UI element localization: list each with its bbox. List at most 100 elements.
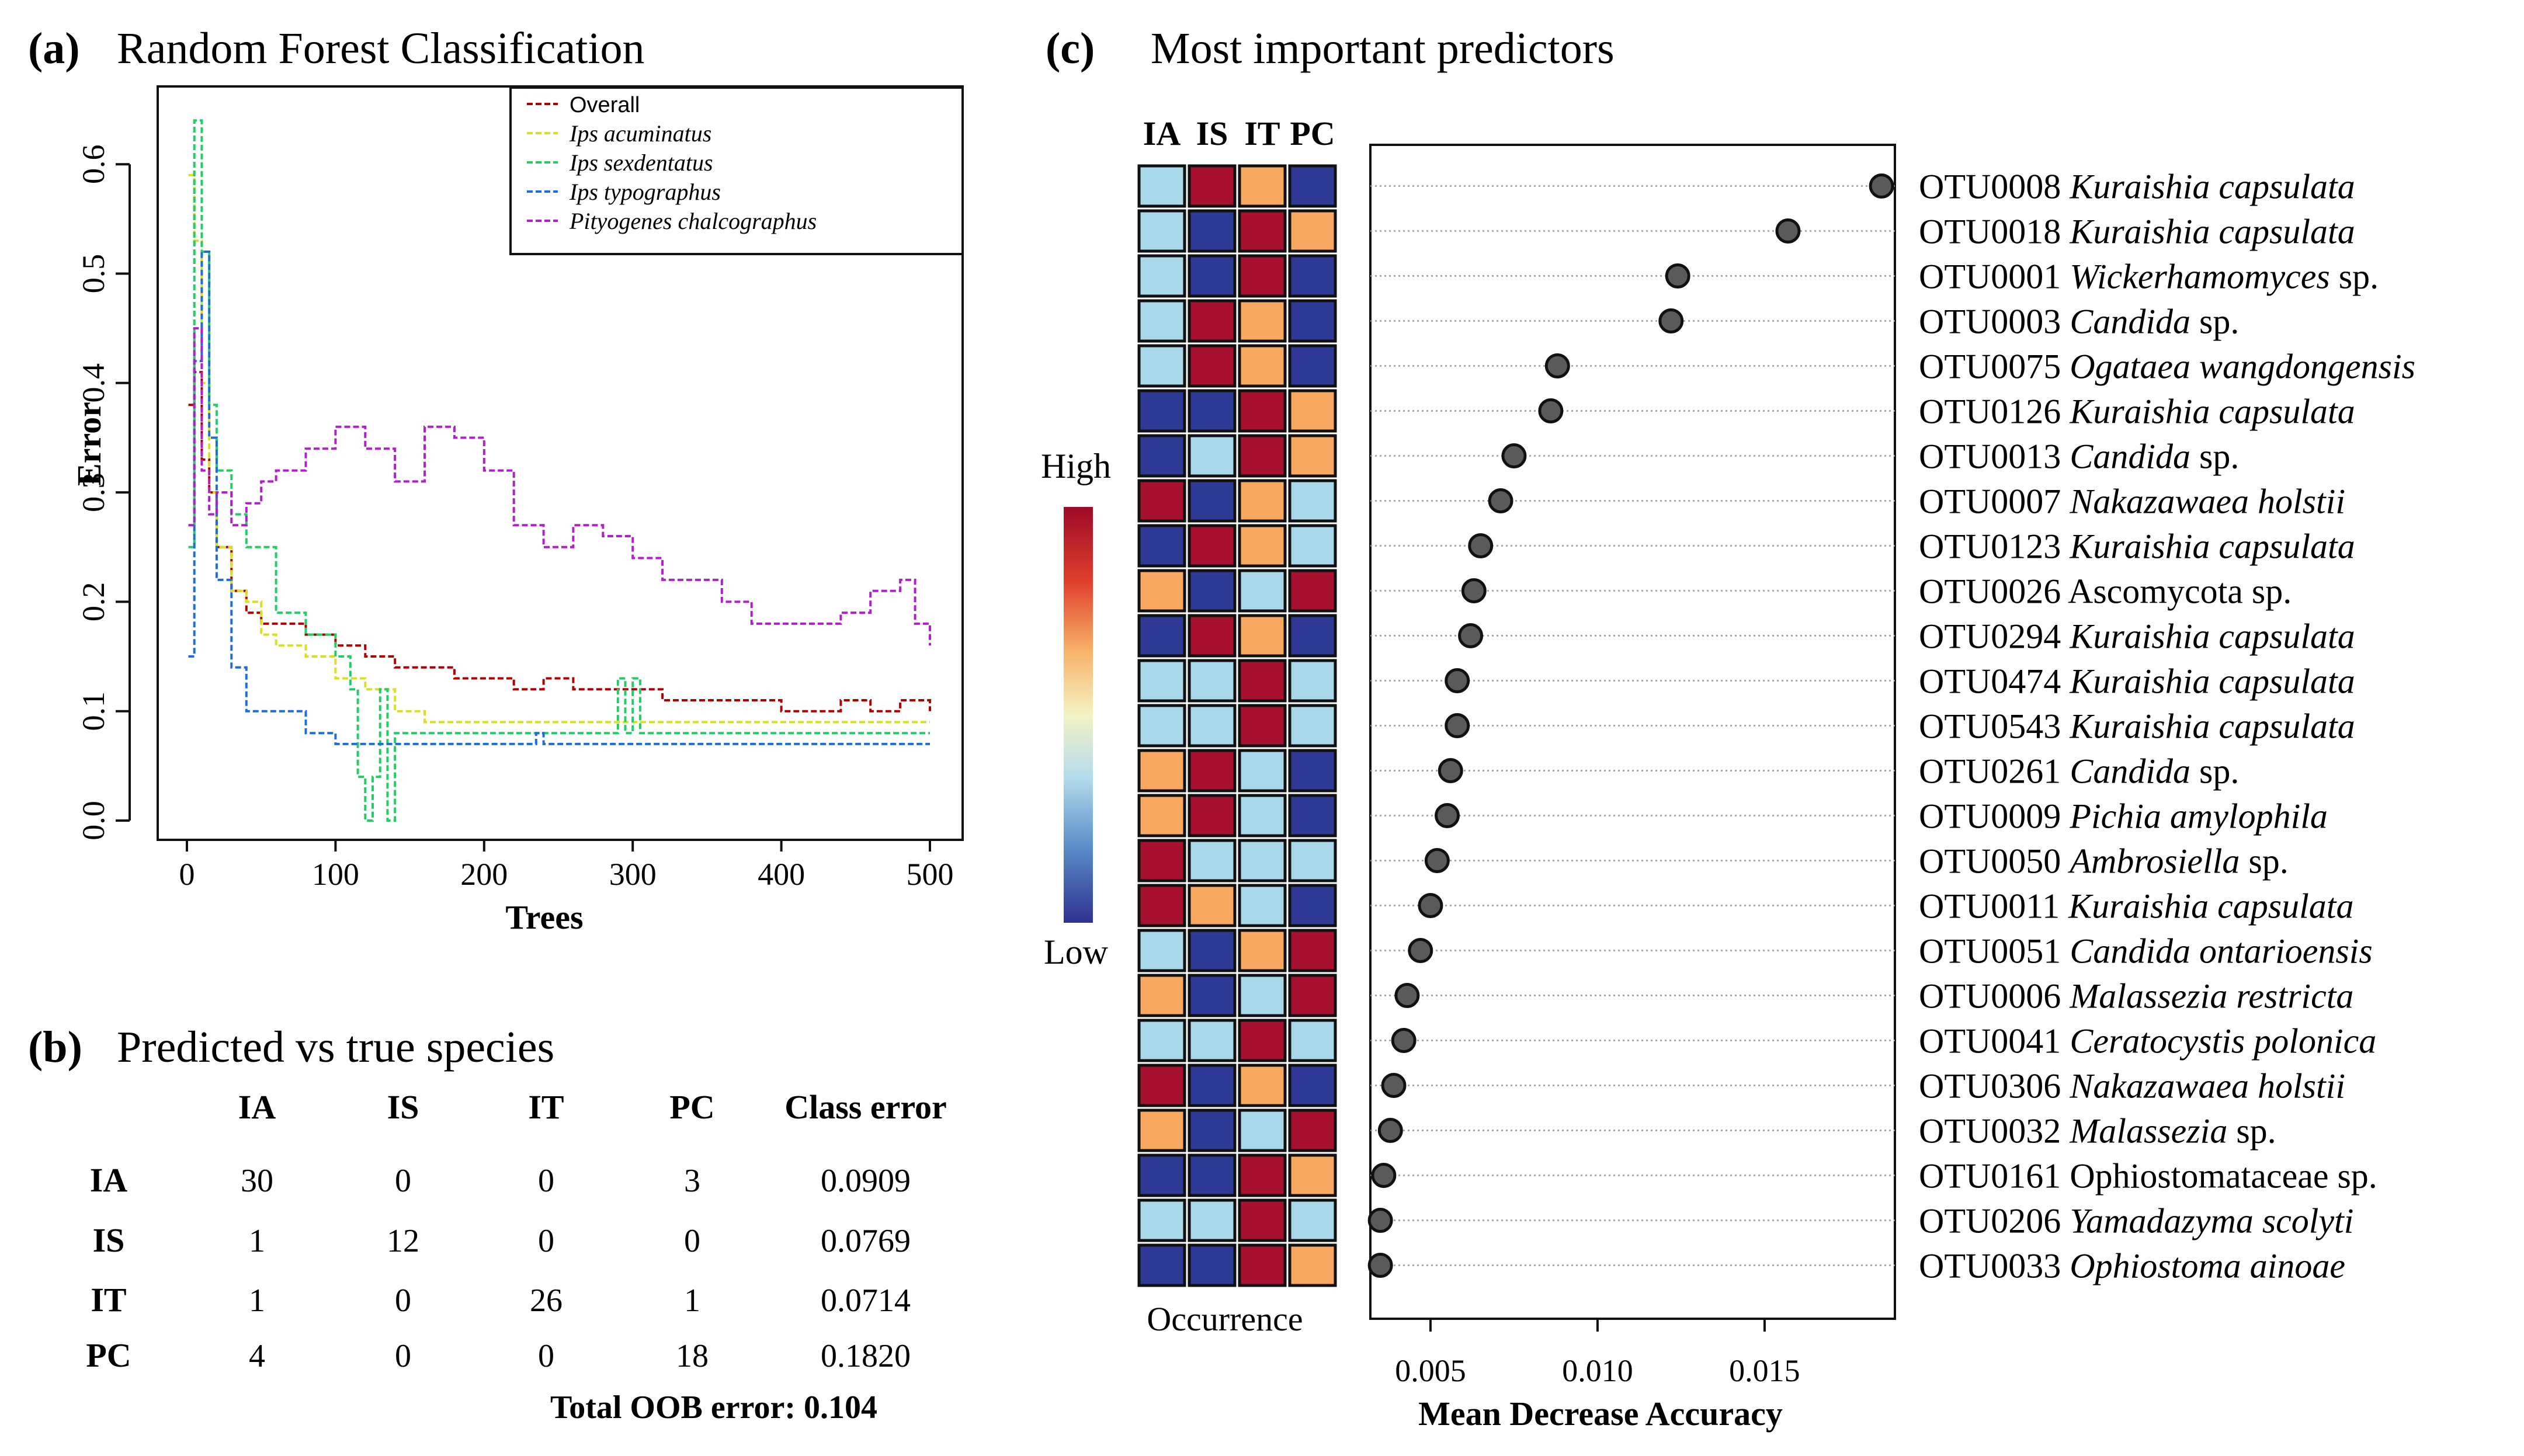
heatmap-cell <box>1137 1243 1186 1287</box>
heatmap-cell <box>1288 569 1337 613</box>
heatmap-cell <box>1137 209 1186 253</box>
heatmap-cell <box>1238 344 1287 388</box>
x-tick-label: 0.015 <box>1729 1353 1800 1388</box>
table-row-header: PC <box>86 1336 131 1374</box>
heatmap-cell <box>1137 1153 1186 1197</box>
predictor-label: OTU0013 Candida sp. <box>1919 437 2239 476</box>
heatmap-cell <box>1137 344 1186 388</box>
importance-point <box>1658 308 1684 333</box>
heatmap-cell <box>1288 614 1337 658</box>
dotchart-x-axis: 0.005 0.010 0.015 <box>1395 1318 1800 1388</box>
color-scale: High Low <box>1041 447 1111 971</box>
importance-point <box>1394 983 1420 1008</box>
heatmap-cell <box>1238 1064 1287 1107</box>
color-scale-bar <box>1064 507 1093 923</box>
heatmap-column-headers: IA IS IT PC <box>1143 114 1335 152</box>
heatmap-cell <box>1238 794 1287 838</box>
importance-point <box>1381 1073 1407 1098</box>
table-cell: 4 <box>249 1338 265 1374</box>
heatmap-cell <box>1288 1064 1337 1107</box>
importance-point <box>1371 1163 1397 1188</box>
heatmap-column-header: PC <box>1290 114 1335 152</box>
heatmap-cell <box>1288 524 1337 568</box>
table-cell: 0.1820 <box>821 1338 911 1374</box>
importance-point <box>1544 353 1570 378</box>
importance-point <box>1445 668 1470 693</box>
importance-point <box>1367 1253 1393 1278</box>
panel-a-series-lines <box>188 119 931 822</box>
panel-c-title: Most important predictors <box>1151 24 1615 73</box>
heatmap-column-header: IS <box>1196 114 1228 152</box>
heatmap-cell <box>1188 749 1237 793</box>
heatmap-cell <box>1188 164 1237 208</box>
predictor-label: OTU0206 Yamadazyma scolyti <box>1919 1202 2353 1240</box>
predictor-label: OTU0294 Kuraishia capsulata <box>1919 617 2355 656</box>
heatmap-cell <box>1288 164 1337 208</box>
legend-entry: Ips acuminatus <box>569 120 711 147</box>
y-tick-label: 0.0 <box>76 801 111 840</box>
confusion-table: IA IS IT PC Class error IA 30 0 0 3 0.0909 IS 1 12 0 0 0… <box>86 1088 946 1374</box>
table-cell: 0.0769 <box>821 1223 911 1259</box>
predictor-label: OTU0543 Kuraishia capsulata <box>1919 707 2355 746</box>
heatmap-cell <box>1137 929 1186 972</box>
heatmap-cell <box>1137 569 1186 613</box>
table-cell: 0 <box>538 1338 554 1374</box>
table-header: IA <box>238 1088 276 1126</box>
table-cell: 18 <box>676 1338 709 1374</box>
panel-a-x-axis-label: Trees <box>505 898 583 936</box>
heatmap-cell <box>1238 974 1287 1017</box>
heatmap-cell <box>1238 434 1287 478</box>
heatmap-cell <box>1288 1019 1337 1062</box>
predictor-label: OTU0123 Kuraishia capsulata <box>1919 527 2355 566</box>
table-cell: 1 <box>249 1283 265 1319</box>
x-tick-label: 100 <box>312 857 359 892</box>
series-line-overall <box>188 371 931 713</box>
predictor-label: OTU0041 Ceratocystis polonica <box>1919 1022 2376 1061</box>
heatmap-cell <box>1188 1198 1237 1242</box>
table-row-header: IS <box>93 1221 125 1259</box>
x-tick-label: 500 <box>907 857 954 892</box>
y-tick-label: 0.1 <box>76 691 111 731</box>
predictor-label: OTU0018 Kuraishia capsulata <box>1919 213 2355 251</box>
x-tick-label: 300 <box>609 857 657 892</box>
heatmap-cell <box>1238 569 1287 613</box>
heatmap-cell <box>1288 1198 1337 1242</box>
panel-a-y-axis-label: Error <box>70 402 108 486</box>
heatmap-cell <box>1137 1108 1186 1152</box>
table-cell: 1 <box>684 1283 700 1319</box>
importance-point <box>1445 713 1470 738</box>
importance-point <box>1458 623 1484 648</box>
panel-c: (c) Most important predictors IA IS IT PC O… <box>1041 24 2415 1433</box>
heatmap-cell <box>1288 1243 1337 1287</box>
heatmap-cell <box>1188 1243 1237 1287</box>
heatmap-cell <box>1188 974 1237 1017</box>
importance-point <box>1538 398 1564 423</box>
heatmap-cell <box>1238 1019 1287 1062</box>
table-cell: 0 <box>538 1163 554 1199</box>
heatmap-cell <box>1137 794 1186 838</box>
panel-b: (b) Predicted vs true species IA IS IT PC Cl… <box>28 1023 947 1426</box>
heatmap-cell <box>1238 1243 1287 1287</box>
legend-entry: Ips typographus <box>569 179 721 205</box>
predictor-label: OTU0003 Candida sp. <box>1919 303 2239 341</box>
heatmap-cell <box>1238 164 1287 208</box>
table-row-header: IT <box>91 1281 126 1319</box>
series-line-pityogenes-chalcographus <box>188 327 931 646</box>
occurrence-heatmap <box>1137 164 1337 1287</box>
table-cell: 0.0714 <box>821 1283 911 1319</box>
heatmap-cell <box>1288 209 1337 253</box>
heatmap-cell <box>1137 254 1186 298</box>
heatmap-cell <box>1188 839 1237 882</box>
heatmap-cell <box>1288 794 1337 838</box>
heatmap-cell <box>1188 209 1237 253</box>
scale-low-label: Low <box>1044 933 1109 971</box>
legend-entry: Pityogenes chalcographus <box>569 208 817 234</box>
heatmap-cell <box>1238 1198 1287 1242</box>
predictor-label: OTU0075 Ogataea wangdongensis <box>1919 348 2415 386</box>
heatmap-cell <box>1188 434 1237 478</box>
heatmap-cell <box>1288 389 1337 433</box>
heatmap-cell <box>1288 479 1337 523</box>
y-tick-label: 0.3 <box>76 472 111 512</box>
heatmap-cell <box>1238 839 1287 882</box>
